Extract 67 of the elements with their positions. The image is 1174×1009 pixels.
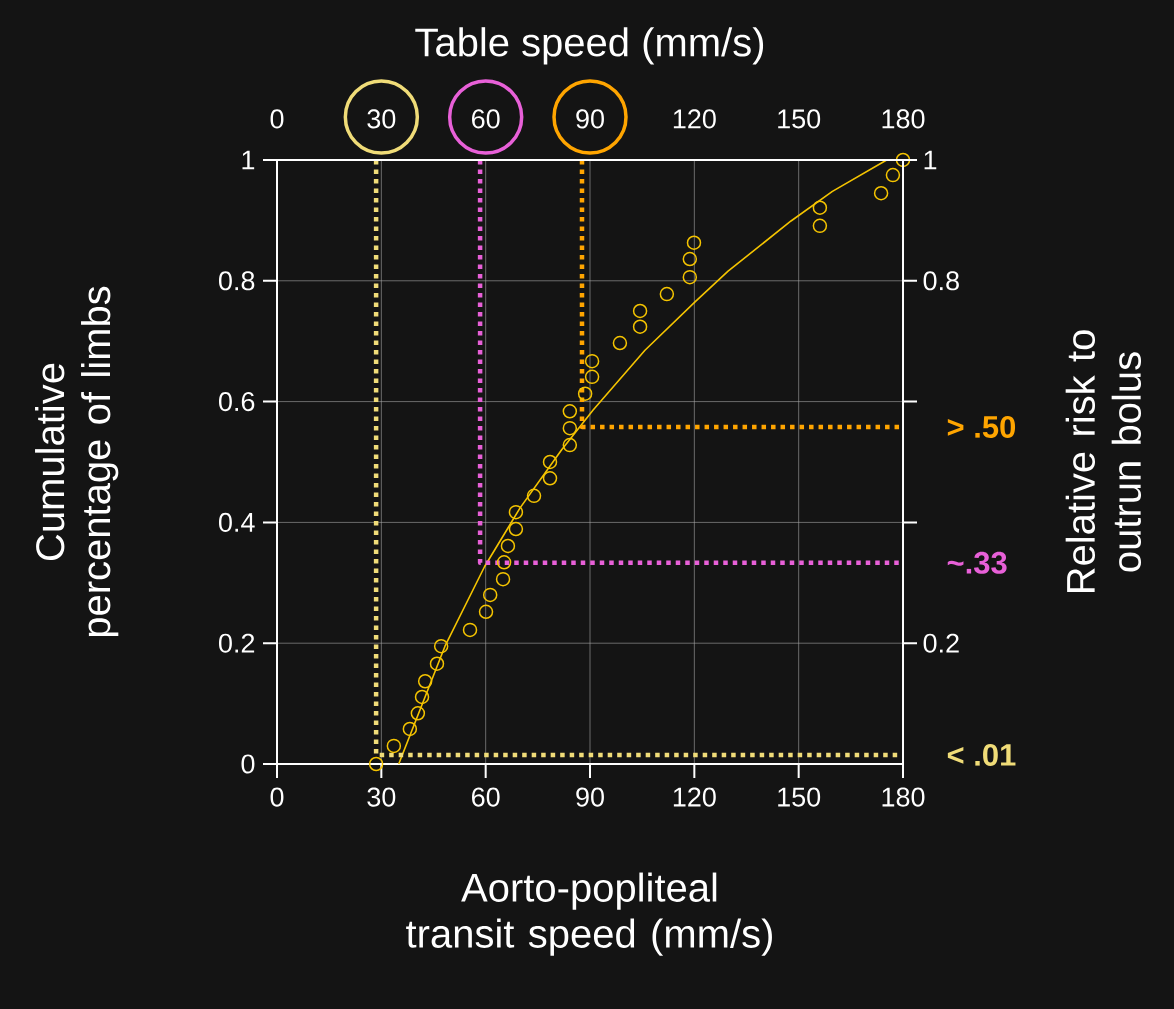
- point: [482, 587, 498, 603]
- point: [368, 756, 384, 772]
- point: [584, 369, 600, 385]
- x-axis-title: Aorto-popliteal transit speed (mm/s): [406, 872, 772, 956]
- y2-tick-label: 0.2: [923, 633, 959, 653]
- point: [873, 185, 889, 201]
- y2-axis-title: Relative risk to outrun bolus: [1065, 330, 1142, 593]
- point: [496, 555, 512, 570]
- x2-tick-label: 0: [270, 109, 284, 129]
- point: [414, 689, 430, 705]
- point: [433, 638, 449, 654]
- x2-tick-label: 150: [778, 109, 821, 129]
- point: [508, 504, 524, 520]
- point: [495, 571, 511, 587]
- point: [462, 622, 478, 638]
- x-tick-label: 60: [472, 787, 500, 807]
- point: [632, 319, 648, 334]
- x-tick-label: 180: [882, 787, 925, 807]
- point: [632, 303, 648, 319]
- y-tick-label: 0.6: [218, 392, 255, 412]
- x2-tick-label: 30: [367, 109, 396, 129]
- x-tick-label: 0: [270, 787, 284, 807]
- series-label: ~.33: [947, 551, 1007, 574]
- y2-tick-label: 1: [924, 150, 937, 170]
- series-label: > .50: [947, 415, 1016, 438]
- x-tick-label: 90: [576, 787, 604, 807]
- point: [686, 235, 702, 250]
- point: [478, 604, 494, 620]
- y-axis-title: Cumulative percentage of limbs: [35, 286, 119, 637]
- series-label: < .01: [947, 743, 1016, 766]
- point: [885, 167, 901, 183]
- point: [895, 152, 911, 168]
- point: [612, 335, 628, 351]
- point: [562, 437, 578, 453]
- x-tick-label: 150: [778, 787, 821, 807]
- point: [410, 706, 426, 721]
- y-tick-label: 1: [242, 150, 255, 170]
- point: [429, 656, 445, 671]
- x-tick-label: 30: [367, 787, 396, 807]
- point: [526, 488, 542, 504]
- point: [659, 286, 675, 302]
- point: [402, 721, 418, 737]
- x2-tick-label: 90: [576, 109, 604, 129]
- y2-tick-label: 0.8: [923, 271, 959, 291]
- point: [562, 404, 578, 419]
- x2-tick-label: 120: [673, 109, 716, 129]
- x-tick-label: 120: [673, 787, 716, 807]
- point: [682, 269, 698, 285]
- point: [682, 251, 698, 267]
- point: [812, 200, 828, 215]
- point: [417, 674, 433, 689]
- y-tick-label: 0: [241, 754, 255, 774]
- y-tick-label: 0.2: [218, 633, 255, 653]
- y-tick-label: 0.8: [218, 271, 255, 291]
- point: [508, 521, 524, 537]
- point: [542, 471, 558, 486]
- y-tick-label: 0.4: [218, 512, 255, 532]
- point: [542, 454, 558, 470]
- point: [386, 738, 402, 754]
- point: [577, 386, 593, 401]
- point: [584, 353, 600, 369]
- x2-axis-title: Table speed (mm/s): [415, 27, 764, 65]
- point: [812, 218, 828, 234]
- x2-tick-label: 60: [472, 109, 500, 129]
- x2-tick-label: 180: [882, 109, 925, 129]
- point: [500, 538, 516, 554]
- point: [562, 420, 578, 436]
